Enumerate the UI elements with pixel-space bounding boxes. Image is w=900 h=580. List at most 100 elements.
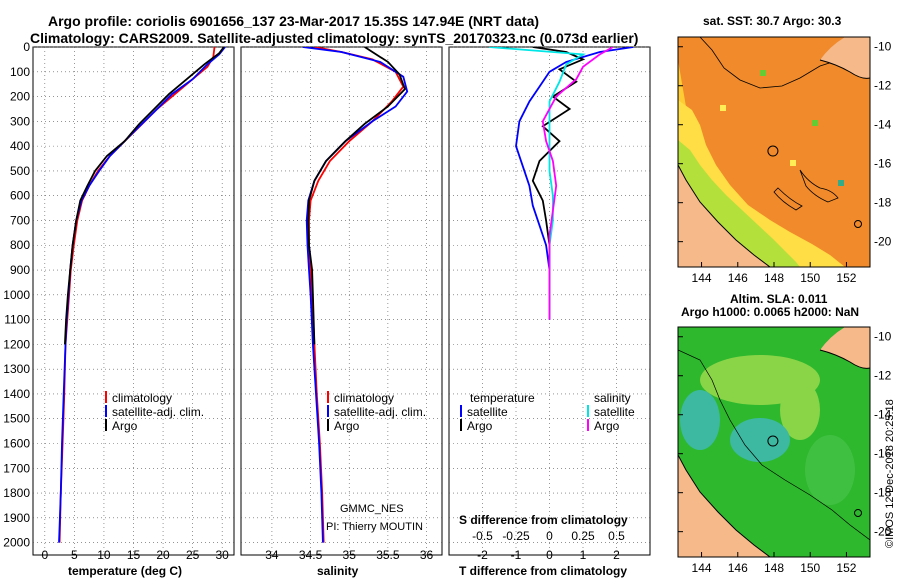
sla-map: Altim. SLA: 0.011 Argo h1000: 0.0065 h20… bbox=[677, 292, 892, 575]
series-s-argo bbox=[541, 47, 614, 320]
lat-tick-label: -12 bbox=[874, 79, 892, 93]
sst-map: sat. SST: 30.7 Argo: 30.3 -10-12-14-16-1… bbox=[677, 14, 892, 285]
depth-tick-label: 600 bbox=[10, 189, 30, 203]
salinity-panel: 34 34.5 35 35.5 36 salinity climatology sate… bbox=[240, 46, 443, 578]
sst-field-warm-offshore bbox=[678, 37, 870, 267]
sst-lat-tick-labels: -10 -12 -14 -16 -18 -20 bbox=[678, 40, 892, 249]
lat-tick-label: -18 bbox=[874, 196, 892, 210]
legend-s-satellite: satellite bbox=[594, 405, 635, 419]
lon-tick-label: 144 bbox=[692, 271, 712, 285]
sla-lon-tick-labels: 144 146 148 150 152 bbox=[692, 552, 857, 575]
depth-tick-label: 400 bbox=[10, 139, 30, 153]
temperature-xlabel: temperature (deg C) bbox=[68, 564, 182, 578]
x-tick-label: 0 bbox=[41, 548, 48, 562]
legend-temperature-title: temperature bbox=[470, 391, 535, 405]
depth-tick-label: 700 bbox=[10, 213, 30, 227]
series-climatology bbox=[308, 47, 405, 543]
sla-map-title1: Altim. SLA: 0.011 bbox=[730, 292, 828, 306]
x-tick-label: 20 bbox=[156, 548, 170, 562]
sla-field-mid bbox=[805, 435, 855, 505]
s-tick-label: 0.25 bbox=[571, 529, 595, 543]
sla-coastline-png bbox=[819, 349, 870, 369]
sst-coastline bbox=[678, 164, 771, 267]
depth-tick-label: 200 bbox=[10, 90, 30, 104]
depth-tick-label: 1500 bbox=[3, 412, 30, 426]
t-difference-tick-labels: -2 -1 0 1 2 bbox=[477, 548, 620, 562]
series-argo bbox=[307, 47, 406, 345]
lat-tick-label: -10 bbox=[874, 330, 892, 344]
lat-tick-label: -16 bbox=[874, 447, 892, 461]
lon-tick-label: 150 bbox=[800, 271, 820, 285]
lat-tick-label: -20 bbox=[874, 235, 892, 249]
lat-tick-label: -10 bbox=[874, 40, 892, 54]
x-tick-label: 25 bbox=[186, 548, 200, 562]
s-tick-label: -0.25 bbox=[502, 529, 530, 543]
sla-coastline bbox=[678, 454, 771, 557]
lon-tick-label: 150 bbox=[800, 561, 820, 575]
depth-tick-label: 1800 bbox=[3, 486, 30, 500]
depth-tick-label: 1000 bbox=[3, 288, 30, 302]
lat-tick-label: -18 bbox=[874, 486, 892, 500]
depth-tick-label: 1700 bbox=[3, 461, 30, 475]
sst-map-title: sat. SST: 30.7 Argo: 30.3 bbox=[703, 14, 842, 28]
lon-tick-label: 152 bbox=[836, 561, 856, 575]
lon-tick-label: 146 bbox=[728, 561, 748, 575]
lon-tick-label: 152 bbox=[836, 271, 856, 285]
depth-tick-label: 900 bbox=[10, 263, 30, 277]
x-tick-label: 35.5 bbox=[376, 548, 400, 562]
x-tick-label: 10 bbox=[97, 548, 111, 562]
depth-tick-label: 100 bbox=[10, 65, 30, 79]
header-line2: Climatology: CARS2009. Satellite-adjuste… bbox=[30, 30, 638, 46]
lon-tick-label: 146 bbox=[728, 271, 748, 285]
legend-t-argo: Argo bbox=[467, 419, 493, 433]
depth-tick-label: 1600 bbox=[3, 436, 30, 450]
sst-lon-tick-labels: 144 146 148 150 152 bbox=[692, 262, 857, 285]
temperature-legend: climatology satellite-adj. clim. Argo bbox=[105, 391, 204, 433]
difference-legend: temperature salinity satellite Argo sate… bbox=[460, 391, 635, 433]
sst-land-png bbox=[820, 37, 870, 79]
depth-tick-label: 800 bbox=[10, 238, 30, 252]
difference-panel: -2 -1 0 1 2 -0.5 -0.25 0 0.25 0.5 T difference f… bbox=[448, 46, 651, 578]
sst-cell bbox=[760, 70, 766, 76]
header-line1: Argo profile: coriolis 6901656_137 23-Ma… bbox=[48, 13, 539, 29]
sla-map-title2: Argo h1000: 0.0065 h2000: NaN bbox=[681, 305, 859, 319]
sla-contour bbox=[678, 349, 870, 541]
depth-tick-label: 2000 bbox=[3, 536, 30, 550]
depth-tick-label: 1900 bbox=[3, 511, 30, 525]
sla-map-field bbox=[678, 327, 870, 557]
s-tick-label: -0.5 bbox=[472, 529, 493, 543]
sla-float-marker bbox=[767, 435, 779, 447]
x-tick-label: 35 bbox=[343, 548, 357, 562]
series-t-satellite bbox=[515, 47, 634, 320]
lat-tick-label: -14 bbox=[874, 118, 892, 132]
sst-reef-outline bbox=[799, 169, 839, 203]
sla-field-low bbox=[680, 390, 720, 450]
salinity-xlabel: salinity bbox=[317, 564, 359, 578]
sst-land-australia bbox=[678, 165, 770, 267]
series-argo bbox=[64, 47, 225, 345]
x-tick-label: -2 bbox=[477, 548, 488, 562]
sst-coastline-png bbox=[819, 59, 870, 79]
depth-tick-label: 500 bbox=[10, 164, 30, 178]
depth-tick-label: 0 bbox=[23, 40, 30, 54]
x-tick-label: 0 bbox=[546, 548, 553, 562]
difference-xlabel: T difference from climatology bbox=[459, 564, 627, 578]
salinity-tick-labels: 34 34.5 35 35.5 36 bbox=[265, 548, 433, 562]
salinity-lines bbox=[302, 47, 409, 543]
sst-cell bbox=[838, 180, 844, 186]
salinity-grid bbox=[241, 46, 442, 555]
sla-land-australia bbox=[678, 455, 770, 557]
sla-secondary-marker bbox=[854, 509, 862, 517]
sla-field-high bbox=[780, 380, 820, 440]
difference-stitle: S difference from climatology bbox=[459, 513, 628, 527]
lon-tick-label: 144 bbox=[692, 561, 712, 575]
sla-land-png bbox=[820, 327, 870, 369]
sst-cell bbox=[790, 160, 796, 166]
x-tick-label: 5 bbox=[71, 548, 78, 562]
temperature-panel: 0100200300400500600700800900100011001200… bbox=[3, 40, 235, 578]
depth-tick-label: 1200 bbox=[3, 337, 30, 351]
sst-contour bbox=[678, 37, 870, 89]
lat-tick-label: -12 bbox=[874, 369, 892, 383]
depth-tick-label: 1100 bbox=[4, 313, 30, 327]
legend-satellite: satellite-adj. clim. bbox=[112, 405, 204, 419]
